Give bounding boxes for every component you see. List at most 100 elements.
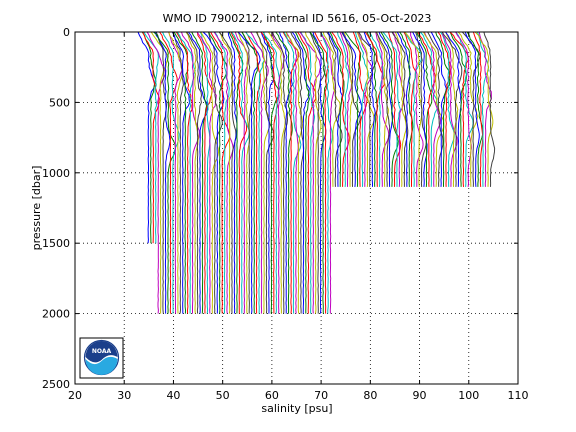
profile-line [241, 31, 259, 314]
profile-line [279, 31, 293, 314]
profile-line [141, 31, 157, 244]
logo-sky [85, 341, 118, 363]
profile-line [213, 31, 234, 314]
profile-line [188, 31, 209, 314]
profile-line [364, 31, 385, 187]
profile-line [342, 31, 363, 187]
profile-line [417, 31, 437, 187]
profile-line [412, 31, 428, 187]
y-tick-label: 2000 [42, 308, 70, 321]
profile-line [175, 31, 193, 314]
profile-line [250, 31, 269, 314]
profile-line [245, 31, 261, 314]
profile-line [143, 31, 159, 244]
profile-line [382, 31, 401, 187]
profile-line [237, 31, 251, 314]
profile-line [241, 31, 253, 314]
profile-line [309, 31, 326, 314]
x-tick-label: 90 [413, 389, 427, 402]
profile-line [415, 31, 427, 187]
profile-line [256, 31, 275, 314]
profile-line [168, 31, 183, 314]
profile-line [162, 31, 180, 314]
profile-lines [137, 31, 496, 314]
profile-line [376, 31, 391, 187]
profile-line [437, 31, 451, 187]
profile-line [304, 31, 322, 314]
profile-line [358, 31, 377, 187]
profile-line [339, 31, 353, 187]
logo-wave [85, 356, 118, 375]
profile-line [283, 31, 302, 314]
profile-line [245, 31, 265, 314]
profile-line [445, 31, 462, 187]
profile-line [153, 31, 176, 314]
profile-line [329, 31, 345, 187]
profile-line [445, 31, 459, 187]
profile-line [186, 31, 203, 314]
profile-line [472, 31, 484, 187]
profile-line [380, 31, 399, 187]
profile-line [297, 31, 317, 314]
profile-line [410, 31, 424, 187]
profile-line [326, 31, 343, 187]
profile-line [363, 31, 376, 187]
profile-line [172, 31, 191, 314]
axis-ticks: 20 30 40 50 60 70 80 90 100 110 0 500 1000 1500 2000 25… [42, 26, 529, 402]
profile-line [394, 31, 407, 187]
profile-line [314, 31, 329, 314]
x-axis-label: salinity [psu] [261, 402, 332, 415]
x-tick-label: 30 [117, 389, 131, 402]
profile-line [322, 31, 341, 187]
profile-line [272, 31, 289, 314]
profile-line [227, 31, 238, 314]
x-tick-label: 40 [166, 389, 180, 402]
profile-line [196, 31, 217, 314]
profile-line [441, 31, 463, 187]
profile-line [285, 31, 299, 314]
profile-line [461, 31, 481, 187]
x-tick-label: 60 [265, 389, 279, 402]
profile-line [356, 31, 375, 187]
profile-line [202, 31, 225, 314]
profile-line [268, 31, 286, 314]
profile-line [300, 31, 316, 314]
profile-line [423, 31, 442, 187]
profile-line [171, 31, 184, 314]
profile-line [391, 31, 409, 187]
profile-line [320, 31, 337, 314]
y-tick-label: 2500 [42, 378, 70, 391]
profile-line [343, 31, 354, 187]
profile-line [375, 31, 390, 187]
profile-line [478, 31, 492, 187]
profile-line [375, 31, 389, 187]
profile-line [435, 31, 451, 187]
x-tick-label: 20 [68, 389, 82, 402]
y-tick-label: 1000 [42, 167, 70, 180]
y-tick-label: 0 [63, 26, 70, 39]
noaa-logo: NOAA [79, 337, 124, 379]
profile-line [234, 31, 249, 314]
profile-line [464, 31, 480, 187]
profile-line [294, 31, 310, 314]
x-tick-label: 100 [458, 389, 479, 402]
profile-line [218, 31, 237, 314]
profile-line [200, 31, 220, 314]
profile-line [440, 31, 455, 187]
profile-line [181, 31, 200, 314]
profile-line [137, 31, 156, 244]
profile-line [231, 31, 250, 314]
profile-line [344, 31, 362, 187]
logo-text: NOAA [92, 348, 112, 355]
profile-line [199, 31, 211, 314]
y-tick-label: 500 [49, 96, 70, 109]
profile-line [331, 31, 350, 187]
profile-line [403, 31, 416, 187]
profile-line [291, 31, 310, 314]
profile-line [230, 31, 248, 314]
profile-line [271, 31, 285, 314]
profile-line [457, 31, 479, 187]
profile-line [430, 31, 447, 187]
y-tick-label: 1500 [42, 237, 70, 250]
